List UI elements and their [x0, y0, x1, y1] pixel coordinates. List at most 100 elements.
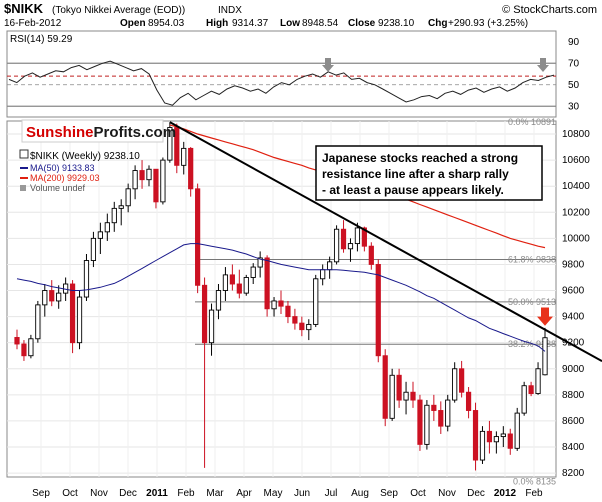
candle-body	[535, 368, 541, 394]
ma50-line	[16, 243, 546, 352]
rsi-line	[8, 60, 555, 106]
price-tick-label: 10600	[562, 155, 590, 166]
candle-body	[500, 433, 506, 438]
candle-body	[306, 323, 312, 331]
candle-body	[104, 222, 110, 233]
candle-body	[514, 412, 520, 449]
candle-body	[69, 283, 76, 344]
x-axis-labels: Sep Oct Nov Dec 2011 Feb Mar Apr May Jun Jul Aug Sep…	[32, 488, 543, 499]
close-label: Close	[348, 18, 376, 29]
open-value: 8954.03	[148, 18, 185, 29]
candle-body	[521, 385, 527, 414]
x-tick-label: Sep	[380, 488, 398, 499]
x-tick-label: Sep	[32, 488, 50, 499]
candle-body	[153, 168, 159, 203]
rsi-title: RSI(14) 59.29	[10, 34, 73, 45]
candle-body	[403, 391, 409, 401]
candle-body	[125, 188, 131, 207]
annotation-line: - at least a pause appears likely.	[322, 183, 504, 197]
candle-body	[139, 170, 145, 181]
candle-body	[76, 296, 83, 344]
price-tick-label: 9400	[562, 312, 585, 323]
x-tick-label: Dec	[119, 488, 137, 499]
candle-body	[181, 147, 187, 166]
annotation-line: resistance line after a sharp rally	[322, 167, 509, 181]
chg-label: Chg	[428, 18, 447, 29]
candle-body	[49, 290, 55, 302]
close-value: 9238.10	[378, 18, 415, 29]
candlesticks	[14, 122, 548, 471]
candle-body	[396, 374, 402, 401]
rsi-tick-label: 30	[568, 101, 580, 112]
low-label: Low	[280, 18, 300, 29]
candle-body	[292, 316, 298, 324]
fib-label: 0.0% 10891	[508, 117, 556, 127]
candle-body	[83, 260, 90, 298]
price-tick-label: 9800	[562, 259, 585, 270]
candle-body	[452, 368, 458, 401]
candle-body	[222, 274, 229, 291]
candle-body	[410, 391, 416, 401]
candle-body	[111, 207, 117, 224]
price-tick-label: 8400	[562, 442, 585, 453]
x-tick-label: Apr	[236, 488, 252, 499]
credit: © StockCharts.com	[502, 4, 597, 16]
candle-body	[35, 304, 41, 340]
resistance-line	[169, 121, 602, 363]
candle-body	[361, 227, 367, 247]
price-tick-label: 8200	[562, 468, 585, 479]
candle-body	[236, 283, 242, 294]
x-tick-label: Nov	[90, 488, 108, 499]
chg-value: +290.93 (+3.25%)	[448, 18, 528, 29]
candle-body	[431, 404, 437, 411]
price-tick-label: 10400	[562, 181, 590, 192]
candle-body	[174, 127, 180, 166]
candle-body	[285, 305, 291, 318]
candle-body	[375, 263, 381, 357]
x-tick-label: Jun	[294, 488, 310, 499]
candle-body	[97, 231, 103, 239]
fib-label: 0.0% 8135	[513, 477, 556, 487]
high-value: 9314.37	[232, 18, 269, 29]
x-tick-label: Feb	[525, 488, 543, 499]
candle-body	[271, 300, 277, 310]
x-tick-label: Aug	[351, 488, 369, 499]
price-tick-label: 9000	[562, 364, 585, 375]
price-tick-label: 8800	[562, 390, 585, 401]
x-tick-label: Feb	[177, 488, 195, 499]
candle-body	[257, 257, 263, 268]
candle-body	[278, 300, 284, 307]
candle-body	[382, 355, 388, 419]
x-tick-label: Jul	[325, 488, 338, 499]
symbol: $NIKK	[4, 1, 44, 16]
candle-body	[445, 399, 451, 427]
price-tick-label: 10200	[562, 207, 590, 218]
legend-price-swatch	[19, 149, 29, 159]
high-label: High	[206, 18, 228, 29]
fib-label: 38.2% 9188	[508, 339, 556, 349]
x-tick-label: 2011	[146, 488, 168, 499]
x-tick-label: Oct	[410, 488, 426, 499]
exchange: INDX	[218, 5, 242, 16]
rsi-tick-label: 50	[568, 80, 580, 91]
annotation-text: Japanese stocks reached a strong resistan…	[322, 151, 518, 197]
legend-ma200: MA(200) 9929.03	[30, 173, 100, 183]
candle-body	[313, 278, 319, 325]
candle-body	[132, 170, 138, 190]
candle-body	[146, 168, 152, 181]
quote-date: 16-Feb-2012	[4, 18, 62, 29]
rsi-tick-label: 90	[568, 37, 580, 48]
candle-body	[389, 374, 395, 419]
x-tick-label: Dec	[467, 488, 485, 499]
legend-ma50: MA(50) 9133.83	[30, 163, 95, 173]
candle-body	[188, 147, 194, 190]
candle-body	[28, 338, 34, 357]
arrow-shape	[537, 307, 553, 326]
candle-body	[465, 391, 472, 411]
gray-arrow-icon	[537, 58, 549, 72]
candle-body	[160, 159, 166, 203]
rsi-gridlines	[7, 62, 556, 107]
gray-arrow-icon	[322, 58, 334, 72]
annotation-line: Japanese stocks reached a strong	[322, 151, 518, 165]
rsi-tick-label: 70	[568, 58, 580, 69]
